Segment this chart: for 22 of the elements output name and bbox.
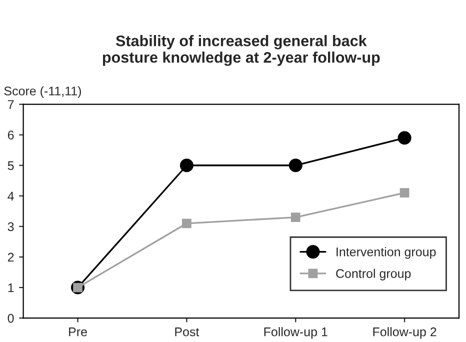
y-tick-label: 4 [8, 192, 14, 200]
y-tick-label: 6 [8, 130, 14, 140]
legend-label: Control group [336, 268, 411, 280]
x-tick-label: Pre [69, 328, 87, 336]
y-tick-label: 0 [8, 314, 14, 323]
point [398, 131, 412, 145]
chart-title: Stability of increased general back posture knowledge at 2-year follow-up [102, 35, 380, 66]
x-tick-label: Follow-up 1 [264, 327, 328, 339]
x-tick-label: Follow-up 2 [373, 327, 436, 339]
point [290, 212, 300, 222]
point [180, 158, 194, 172]
y-axis-title: Score (-11,11) [4, 86, 81, 98]
point [288, 158, 302, 172]
y-tick-label: 7 [8, 100, 14, 109]
y-tick-label: 1 [8, 283, 14, 292]
y-tick-label: 2 [8, 252, 14, 262]
point [182, 218, 192, 228]
y-tick-label: 5 [8, 161, 14, 170]
point [400, 188, 410, 198]
legend-label: Intervention group [336, 247, 436, 259]
y-tick-label: 3 [8, 222, 14, 232]
x-tick-label: Post [175, 328, 200, 336]
